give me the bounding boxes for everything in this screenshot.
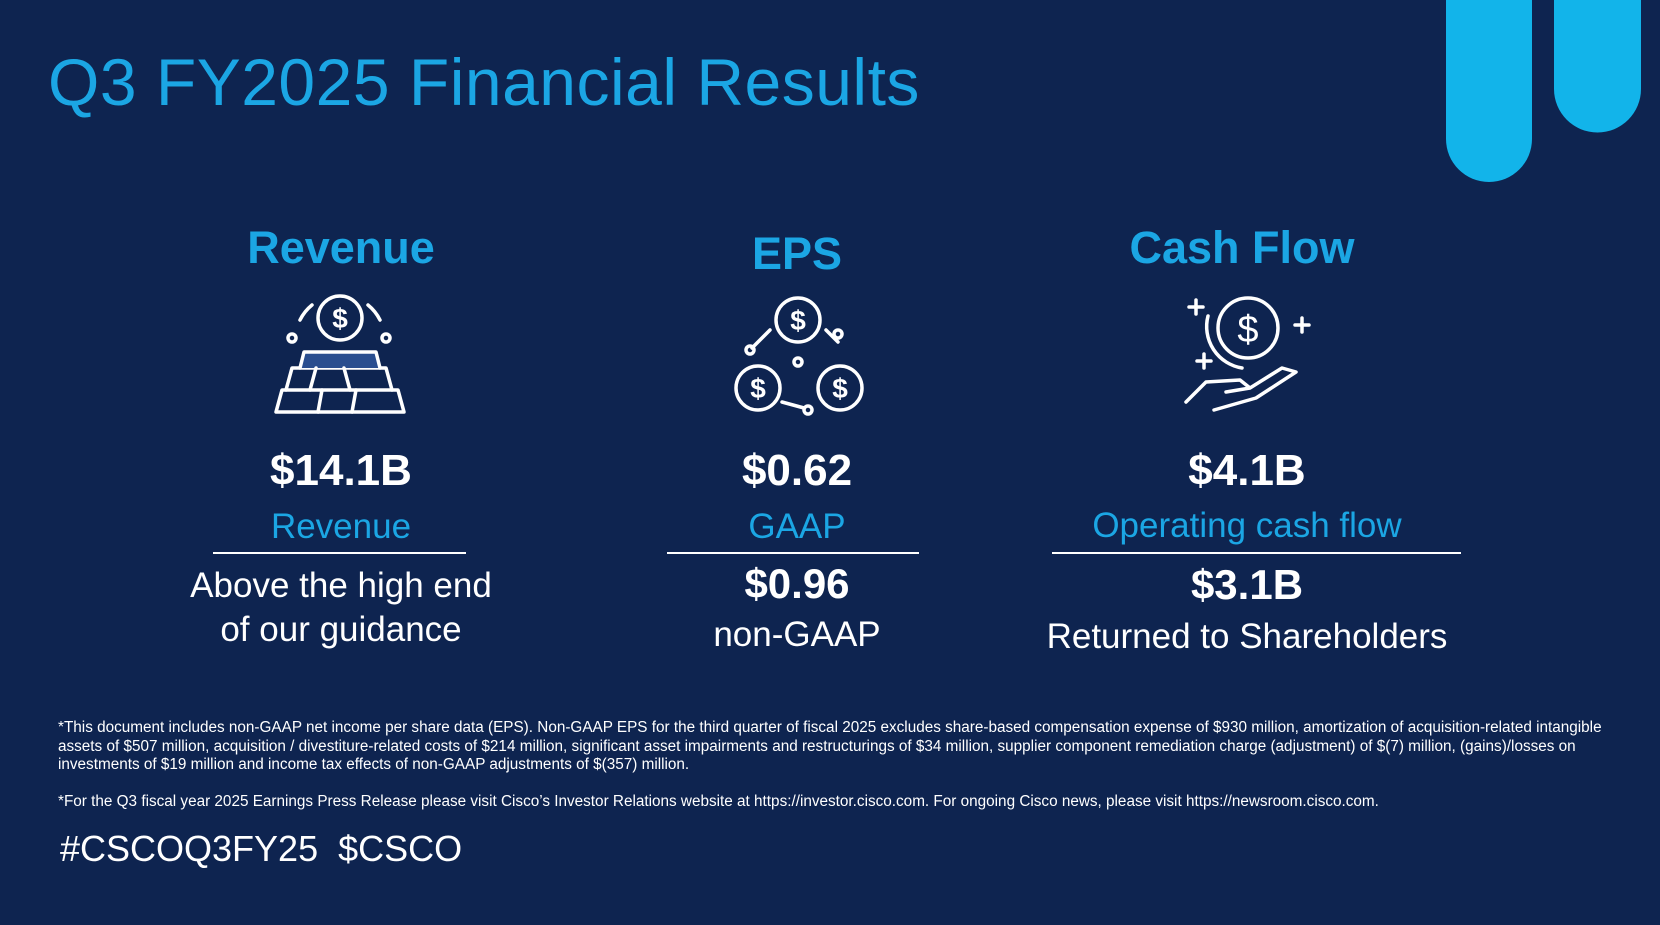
metric-value: $3.1B (1190, 561, 1304, 608)
metric-value: $4.1B (1188, 446, 1306, 495)
svg-text:$: $ (750, 373, 766, 404)
metric-heading: Cash Flow (1129, 222, 1355, 273)
icons: $ $ $ $ $ (274, 294, 1311, 416)
divider (1052, 552, 1461, 554)
metric-label: Revenue (270, 507, 412, 546)
decor-pill (1554, 0, 1641, 133)
metric-heading: EPS (751, 228, 843, 279)
metric-value: $0.96 (744, 560, 850, 607)
hashtags: #CSCOQ3FY25 $CSCO (60, 828, 463, 869)
metric-value: $14.1B (270, 446, 412, 495)
title: Q3 FY2025 Financial Results (48, 45, 920, 119)
svg-text:$: $ (832, 373, 848, 404)
metric-note: non-GAAP (713, 615, 881, 654)
metric-note: Returned to Shareholders (1046, 617, 1448, 656)
metric-label: Operating cash flow (1092, 506, 1402, 545)
footnote: *This document includes non-GAAP net inc… (58, 719, 1602, 773)
metric-heading: Revenue (247, 222, 435, 273)
metric-label: GAAP (748, 507, 846, 546)
divider (667, 552, 919, 554)
footnote: *For the Q3 fiscal year 2025 Earnings Pr… (58, 793, 1379, 810)
svg-text:$: $ (790, 305, 806, 336)
svg-text:$: $ (332, 303, 348, 334)
metric-value: $0.62 (741, 446, 853, 495)
svg-text:$: $ (1237, 309, 1258, 351)
decor-pill (1446, 0, 1532, 182)
metric-note: Above the high end of our guidance (190, 566, 492, 649)
divider (213, 552, 466, 554)
